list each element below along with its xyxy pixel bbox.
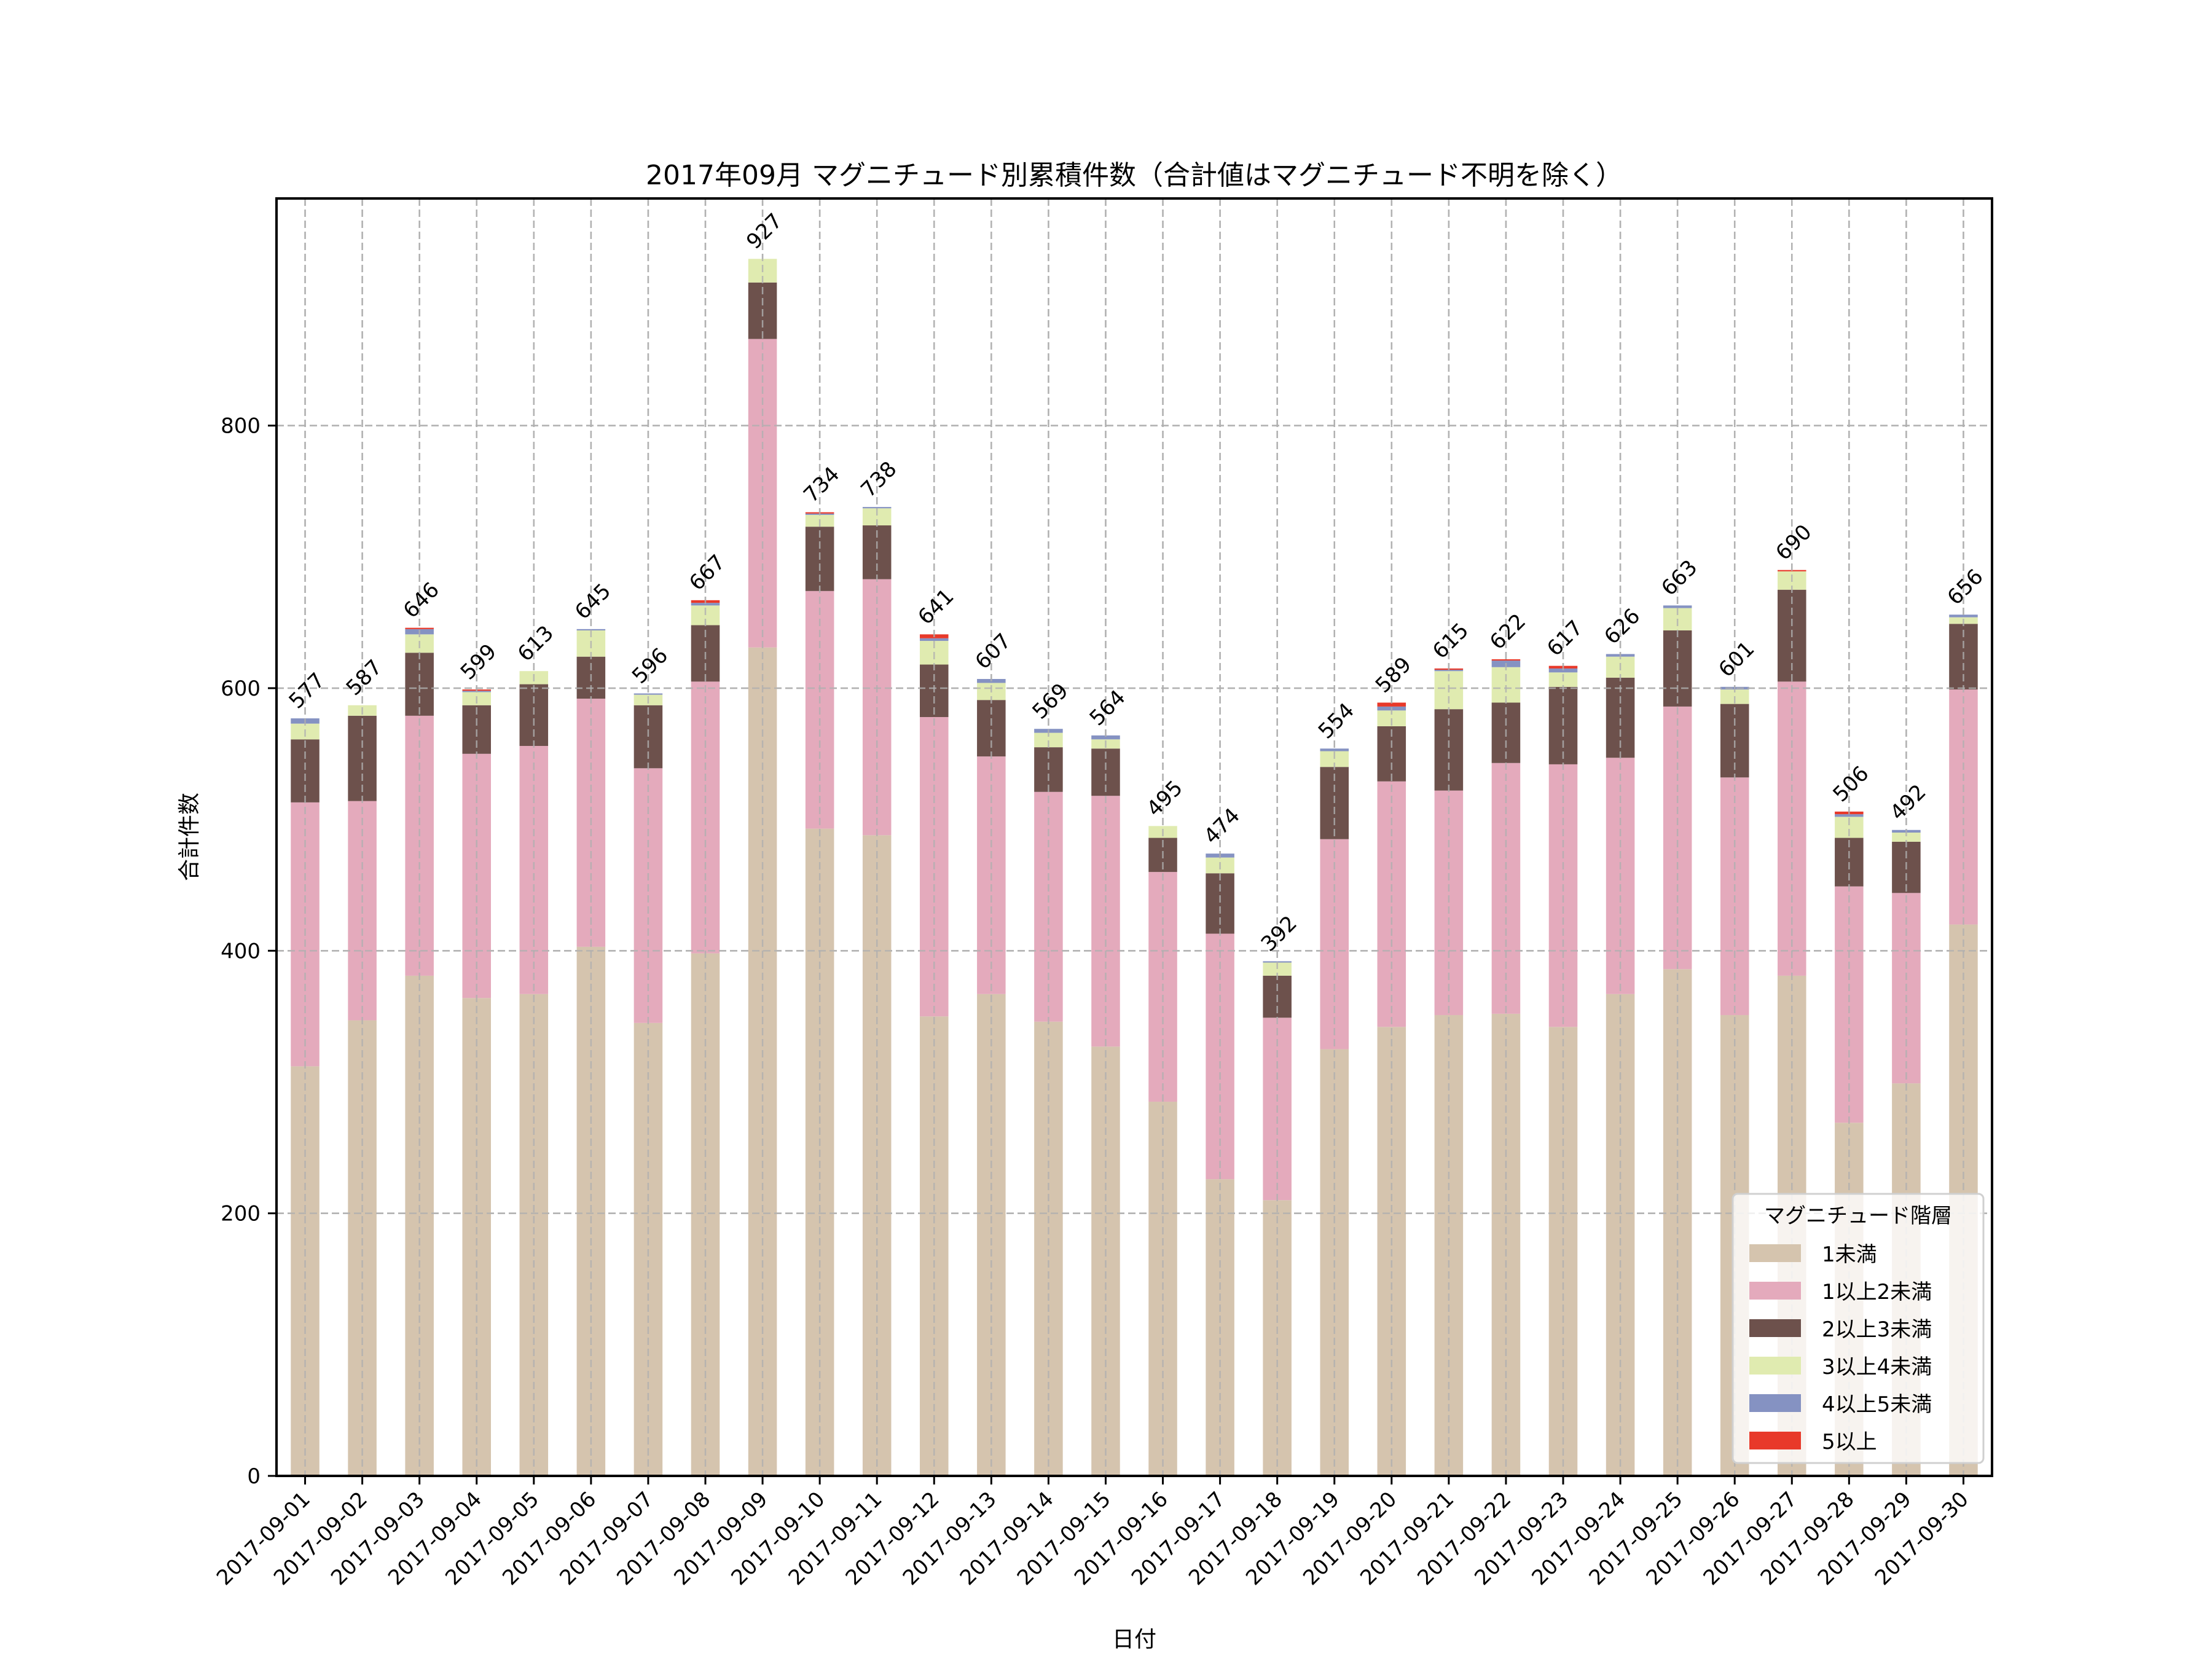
y-axis-ticks: 0 200 400 600 800	[221, 414, 276, 1489]
bar-segment-5	[1663, 605, 1692, 608]
legend-item: 1以上2未満	[1749, 1280, 1932, 1304]
bar-segment-3	[405, 653, 434, 716]
legend-item: 2以上3未満	[1749, 1317, 1932, 1342]
bar-segment-4	[1263, 962, 1292, 976]
legend-swatch	[1749, 1282, 1801, 1300]
bar-segment-5	[1320, 748, 1349, 751]
legend-item: 1未満	[1749, 1242, 1877, 1267]
bar-segment-1	[405, 975, 434, 1476]
y-tick-label: 800	[221, 414, 261, 439]
axes-frame	[275, 197, 1993, 1477]
y-axis-label: 合計件数	[177, 793, 202, 881]
bar-segment-5	[1434, 670, 1464, 672]
bar-segment-6	[1491, 659, 1521, 661]
bar-segment-5	[691, 603, 720, 606]
x-axis-label: 日付	[1112, 1627, 1156, 1652]
legend-label: 2以上3未満	[1822, 1317, 1932, 1342]
bars	[276, 198, 1992, 1476]
legend: マグニチュード階層 1未満 1以上2未満 2以上3未満 3以上4未満 4以上5未満 5以上	[1732, 1193, 1985, 1464]
legend-item: 5以上	[1749, 1430, 1877, 1454]
legend-swatch	[1749, 1319, 1801, 1337]
legend-swatch	[1749, 1394, 1801, 1412]
y-tick-label: 400	[221, 939, 261, 963]
bar-segment-3	[291, 739, 320, 802]
bar-segment-4	[1034, 732, 1063, 748]
legend-label: 4以上5未満	[1822, 1392, 1932, 1417]
bar-segment-6	[405, 627, 434, 629]
bar-segment-5	[1091, 735, 1120, 740]
bar-segment-5	[633, 693, 663, 695]
bar-segment-5	[576, 629, 606, 630]
legend-item: 3以上4未満	[1749, 1355, 1932, 1379]
bar-segment-5	[920, 638, 949, 641]
legend-title: マグニチュード階層	[1764, 1204, 1952, 1228]
bar-segment-5	[1548, 668, 1578, 673]
bar-segment-4	[1892, 833, 1921, 842]
bar-segment-5	[862, 507, 892, 509]
legend-label: 1未満	[1822, 1242, 1877, 1267]
y-tick-label: 600	[221, 677, 261, 701]
bar-segment-5	[1949, 614, 1978, 618]
y-tick-label: 0	[247, 1464, 261, 1489]
legend-label: 5以上	[1822, 1430, 1877, 1454]
legend-swatch	[1749, 1432, 1801, 1449]
legend-items: 1未満 1以上2未満 2以上3未満 3以上4未満 4以上5未満 5以上	[1749, 1242, 1932, 1454]
legend-item: 4以上5未満	[1749, 1392, 1932, 1417]
legend-label: 1以上2未満	[1822, 1280, 1932, 1304]
bar-segment-5	[1835, 814, 1864, 817]
bar-segment-6	[1377, 702, 1406, 707]
y-tick-label: 200	[221, 1202, 261, 1226]
legend-swatch	[1749, 1244, 1801, 1262]
legend-label: 3以上4未満	[1822, 1355, 1932, 1379]
legend-swatch	[1749, 1357, 1801, 1375]
bar-segment-2	[1663, 706, 1692, 970]
chart-title: 2017年09月 マグニチュード別累積件数（合計値はマグニチュード不明を除く）	[646, 160, 1623, 191]
